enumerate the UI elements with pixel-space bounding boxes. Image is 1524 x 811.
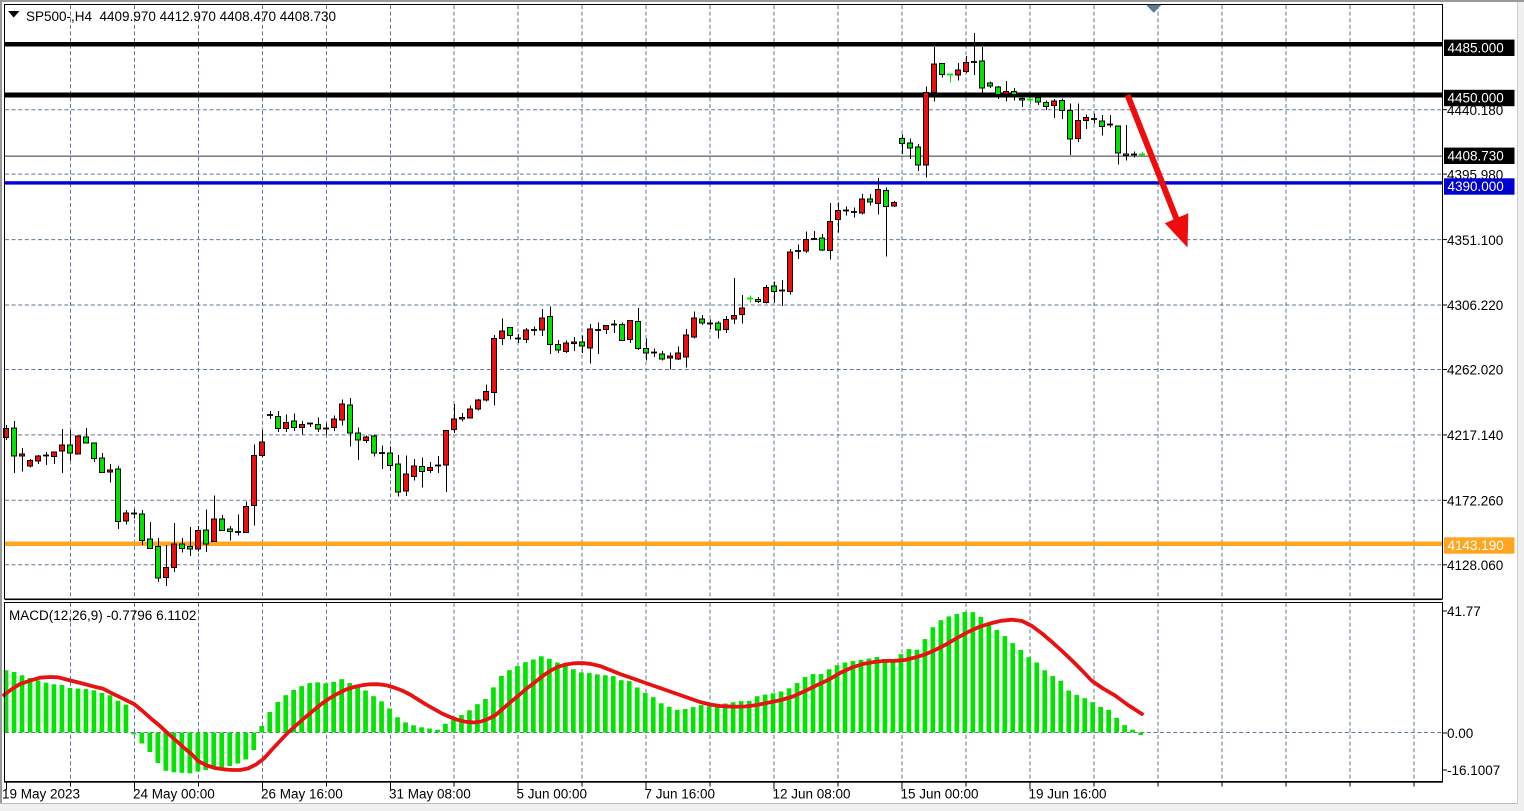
svg-text:5 Jun 00:00: 5 Jun 00:00 [517,787,588,802]
svg-text:0.00: 0.00 [1447,726,1473,741]
svg-text:12 Jun 08:00: 12 Jun 08:00 [773,787,851,802]
svg-text:19 May 2023: 19 May 2023 [2,787,80,802]
svg-text:4390.000: 4390.000 [1448,179,1504,194]
svg-text:19 Jun 16:00: 19 Jun 16:00 [1029,787,1107,802]
svg-text:4262.020: 4262.020 [1447,363,1503,378]
svg-text:15 Jun 00:00: 15 Jun 00:00 [901,787,979,802]
svg-text:4128.060: 4128.060 [1447,558,1503,573]
svg-text:31 May 08:00: 31 May 08:00 [389,787,471,802]
svg-text:-16.1007: -16.1007 [1447,763,1500,778]
svg-text:MACD(12,26,9) -0.7796 6.1102: MACD(12,26,9) -0.7796 6.1102 [9,608,196,623]
svg-text:SP500-,H4 4409.970 4412.970 4: SP500-,H4 4409.970 4412.970 4408.470 440… [26,9,336,24]
svg-text:4306.220: 4306.220 [1447,298,1503,313]
svg-text:4143.190: 4143.190 [1448,538,1504,553]
svg-text:4172.260: 4172.260 [1447,494,1503,509]
svg-text:4450.000: 4450.000 [1448,91,1504,106]
svg-text:24 May 00:00: 24 May 00:00 [133,787,215,802]
svg-text:4440.180: 4440.180 [1447,103,1503,118]
svg-text:41.77: 41.77 [1447,604,1481,619]
svg-text:4485.000: 4485.000 [1448,41,1504,56]
svg-text:26 May 16:00: 26 May 16:00 [261,787,343,802]
svg-text:4351.100: 4351.100 [1447,233,1503,248]
svg-text:4217.140: 4217.140 [1447,428,1503,443]
svg-text:7 Jun 16:00: 7 Jun 16:00 [645,787,716,802]
svg-text:4408.730: 4408.730 [1448,149,1504,164]
